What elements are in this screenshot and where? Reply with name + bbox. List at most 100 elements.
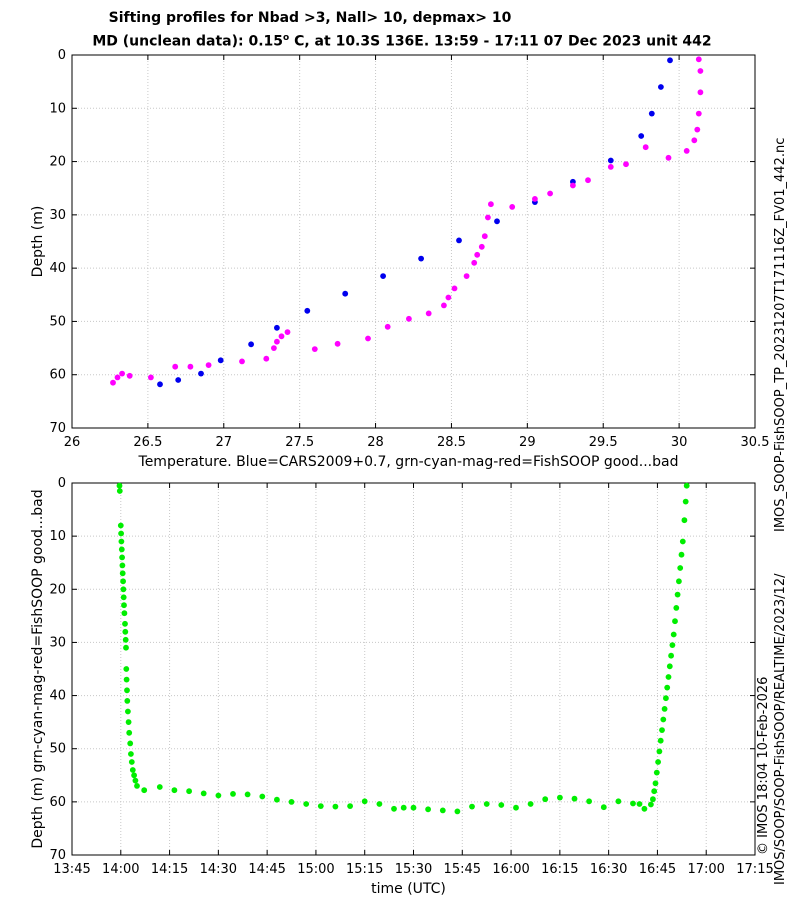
time-series0-point xyxy=(118,530,124,537)
time-ytick-label: 0 xyxy=(58,476,66,491)
time-series0-point xyxy=(127,740,134,747)
temp-series1-point xyxy=(119,370,125,377)
time-series0-point xyxy=(361,798,368,805)
temp-series0-point xyxy=(638,133,645,139)
temp-xtick-label: 26.5 xyxy=(133,435,162,450)
time-series0-point xyxy=(586,798,592,805)
temp-series1-point xyxy=(642,144,649,151)
temp-ytick-label: 10 xyxy=(49,101,66,116)
temp-series1-point xyxy=(334,340,341,347)
time-series0-point xyxy=(677,565,684,571)
time-series0-point xyxy=(118,546,125,553)
temp-plot-frame xyxy=(71,54,756,429)
side-filename: IMOS_SOOP-FishSOOP_TP_20231207T171116Z_F… xyxy=(773,137,788,532)
time-xtick-label: 17:15 xyxy=(736,862,773,877)
temp-series1-point xyxy=(695,56,702,63)
time-series0-point xyxy=(121,602,127,609)
temp-series1-point xyxy=(478,243,485,250)
temp-series1-point xyxy=(263,355,270,362)
temp-xtick-label: 27 xyxy=(216,435,233,450)
time-series0-point xyxy=(659,727,665,733)
time-series0-point xyxy=(132,777,139,784)
temp-series1-point xyxy=(697,89,704,96)
time-series0-point xyxy=(600,804,607,811)
time-series0-point xyxy=(131,772,138,779)
time-series0-point xyxy=(676,578,682,585)
temp-series1-point xyxy=(695,110,702,117)
chart-title: Sifting profiles for Nbad >3, Nall> 10, … xyxy=(108,10,512,26)
temp-series1-point xyxy=(406,315,412,322)
temp-series0-point xyxy=(248,341,255,348)
temp-series1-point xyxy=(110,379,116,386)
time-series0-point xyxy=(128,759,135,765)
time-ytick-label: 10 xyxy=(49,529,66,544)
chart-subtitle-rest: C, at 10.3S 136E. 13:59 - 17:11 07 Dec 2… xyxy=(289,33,712,50)
degree-symbol: o xyxy=(283,33,290,43)
time-series0-point xyxy=(120,578,126,585)
time-series0-point xyxy=(156,784,163,790)
time-series0-point xyxy=(122,620,128,627)
time-series0-point xyxy=(119,562,126,569)
temp-xtick-label: 28 xyxy=(367,435,384,450)
time-series0-point xyxy=(670,631,677,638)
temp-series1-point xyxy=(239,358,245,365)
time-series0-point xyxy=(120,586,127,593)
time-series0-point xyxy=(186,788,193,795)
time-series0-point xyxy=(127,751,134,757)
temp-series1-point xyxy=(481,233,488,240)
time-series0-point xyxy=(454,808,461,815)
time-xtick-label: 13:45 xyxy=(53,862,90,877)
temp-series1-point xyxy=(278,333,285,340)
temp-series1-point xyxy=(205,362,212,368)
side-copyright: © IMOS 18:04 10-Feb-2026 xyxy=(756,676,771,855)
time-series0-point xyxy=(439,807,446,814)
temp-ytick-label: 30 xyxy=(49,208,66,223)
time-series0-point xyxy=(652,780,659,787)
time-series0-point xyxy=(653,769,660,776)
time-series0-point xyxy=(615,798,622,805)
time-series0-point xyxy=(527,801,534,807)
time-y-axis-label: Depth (m) grn-cyan-mag-red=FishSOOP good… xyxy=(30,489,46,848)
temp-ytick-label: 0 xyxy=(58,48,66,63)
time-series0-point xyxy=(641,805,648,812)
time-series0-point xyxy=(557,794,563,801)
time-series0-point xyxy=(656,748,663,755)
time-series0-point xyxy=(120,594,127,601)
temp-series0-point xyxy=(342,290,349,297)
time-xtick-label: 17:00 xyxy=(687,862,724,877)
temp-xtick-label: 30.5 xyxy=(741,435,770,450)
temp-ytick-label: 70 xyxy=(49,421,66,436)
temp-x-axis-label: Temperature. Blue=CARS2009+0.7, grn-cyan… xyxy=(138,454,679,470)
time-series0-point xyxy=(683,482,690,489)
temp-series1-point xyxy=(172,363,179,370)
temp-xtick-label: 27.5 xyxy=(285,435,314,450)
time-xtick-label: 14:00 xyxy=(102,862,139,877)
temp-series1-point xyxy=(697,68,704,74)
time-series0-point xyxy=(679,538,686,545)
temp-series0-point xyxy=(667,57,673,64)
temp-series1-point xyxy=(509,204,516,210)
temp-series1-point xyxy=(365,335,371,342)
temp-series0-point xyxy=(175,377,182,383)
temp-series0-point xyxy=(648,110,655,117)
temp-series1-point xyxy=(485,214,491,221)
time-series0-point xyxy=(636,801,643,807)
temp-ytick-label: 20 xyxy=(49,155,66,170)
temp-series1-point xyxy=(148,374,154,381)
temp-series1-point xyxy=(691,137,698,144)
time-series0-point xyxy=(661,706,668,712)
time-series0-point xyxy=(657,737,664,744)
time-series0-point xyxy=(410,804,417,811)
time-series0-point xyxy=(391,805,397,812)
temp-xtick-label: 26 xyxy=(64,435,81,450)
time-series0-point xyxy=(650,796,656,803)
temp-series1-point xyxy=(585,177,591,184)
time-series0-point xyxy=(483,801,490,807)
time-series0-point xyxy=(126,729,133,736)
time-series0-point xyxy=(119,554,125,561)
temp-ytick-label: 40 xyxy=(49,261,66,276)
time-series0-point xyxy=(121,610,128,617)
temp-ytick-label: 50 xyxy=(49,314,66,329)
time-xtick-label: 15:15 xyxy=(346,862,383,877)
